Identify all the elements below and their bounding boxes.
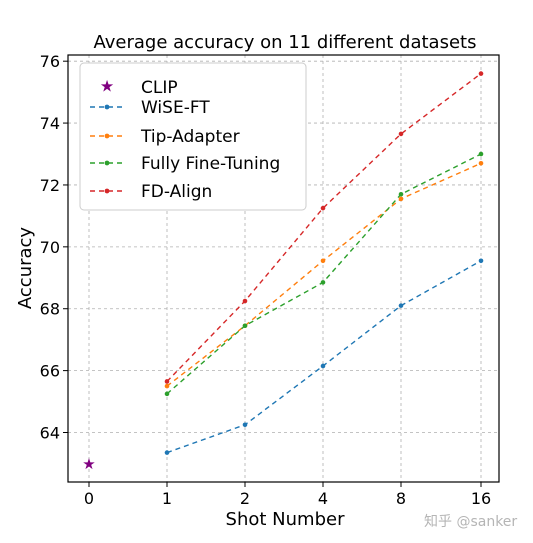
point-fd-align-8: [398, 131, 404, 137]
legend-fully-fine-tuning-label: Fully Fine-Tuning: [141, 154, 280, 174]
y-axis-label: Accuracy: [15, 227, 36, 310]
legend-item-tip-adapter: Tip-Adapter: [90, 127, 240, 147]
legend-tip-adapter-marker: [104, 133, 110, 139]
legend-clip-label: CLIP: [141, 78, 178, 98]
y-tick-label-74: 74: [40, 114, 60, 133]
legend-box: [79, 62, 307, 211]
legend-wise-ft-label: WiSE-FT: [141, 98, 210, 118]
point-wise-ft-4: [320, 363, 326, 369]
x-tick-label-8: 8: [396, 489, 406, 508]
plot-frame: [67, 54, 500, 483]
series-line-wise-ft: [166, 260, 482, 454]
ticks-layer: 0 1 2 4 8 16 64 66 68 70 72 74 76: [40, 52, 492, 508]
point-tip-adapter-1: [164, 383, 170, 389]
y-tick-label-76: 76: [40, 52, 60, 71]
legend-item-fd-align: FD-Align: [90, 182, 212, 202]
y-tick-label-64: 64: [40, 423, 60, 442]
y-tick-label-68: 68: [40, 300, 60, 319]
point-fully-fine-tuning-2: [242, 323, 248, 329]
grid: [68, 55, 499, 482]
legend-clip-marker: ★: [100, 77, 114, 96]
x-tick-label-4: 4: [318, 489, 328, 508]
legend-fd-align-marker: [104, 188, 110, 194]
watermark: 知乎 @sanker: [424, 513, 517, 530]
legend-tip-adapter-label: Tip-Adapter: [140, 127, 240, 147]
point-fd-align-4: [320, 205, 326, 211]
x-tick-label-0: 0: [84, 489, 94, 508]
series-fd-align: [164, 71, 484, 384]
legend-item-clip: ★ CLIP: [100, 77, 178, 99]
point-fd-align-16: [478, 71, 484, 76]
legend-fd-align-label: FD-Align: [141, 182, 212, 202]
point-wise-ft-8: [398, 303, 404, 308]
x-axis-label: Shot Number: [226, 509, 346, 530]
legend-item-fully-fine-tuning: Fully Fine-Tuning: [90, 154, 280, 174]
point-fully-fine-tuning-16: [478, 151, 484, 157]
y-tick-label-66: 66: [40, 362, 60, 381]
point-wise-ft-1: [164, 450, 170, 455]
point-fd-align-2: [242, 298, 248, 304]
series-layer: ★: [82, 71, 484, 473]
series-wise-ft: [164, 258, 484, 455]
x-tick-label-2: 2: [240, 489, 250, 508]
point-fully-fine-tuning-4: [320, 280, 326, 285]
point-fully-fine-tuning-1: [164, 391, 170, 397]
point-fd-align-1: [164, 379, 170, 384]
point-tip-adapter-8: [398, 196, 404, 202]
legend: ★ CLIP WiSE-FT Tip-Adapter Fully Fine-Tu…: [79, 62, 307, 211]
series-tip-adapter: [164, 160, 484, 389]
y-tick-label-72: 72: [40, 176, 60, 195]
x-tick-label-1: 1: [162, 489, 172, 508]
x-tick-label-16: 16: [471, 489, 491, 508]
point-tip-adapter-4: [320, 258, 326, 264]
legend-fully-fine-tuning-marker: [104, 160, 110, 166]
point-clip-0: ★: [82, 455, 95, 473]
series-fully-fine-tuning: [164, 151, 484, 397]
y-tick-label-70: 70: [40, 238, 60, 257]
chart-title: Average accuracy on 11 different dataset…: [94, 32, 477, 53]
legend-item-wise-ft: WiSE-FT: [90, 98, 210, 118]
legend-wise-ft-marker: [104, 104, 110, 110]
point-wise-ft-16: [478, 258, 484, 264]
series-line-fd-align: [166, 73, 482, 382]
point-tip-adapter-16: [478, 160, 484, 166]
point-wise-ft-2: [242, 422, 248, 428]
point-fully-fine-tuning-8: [398, 191, 404, 197]
